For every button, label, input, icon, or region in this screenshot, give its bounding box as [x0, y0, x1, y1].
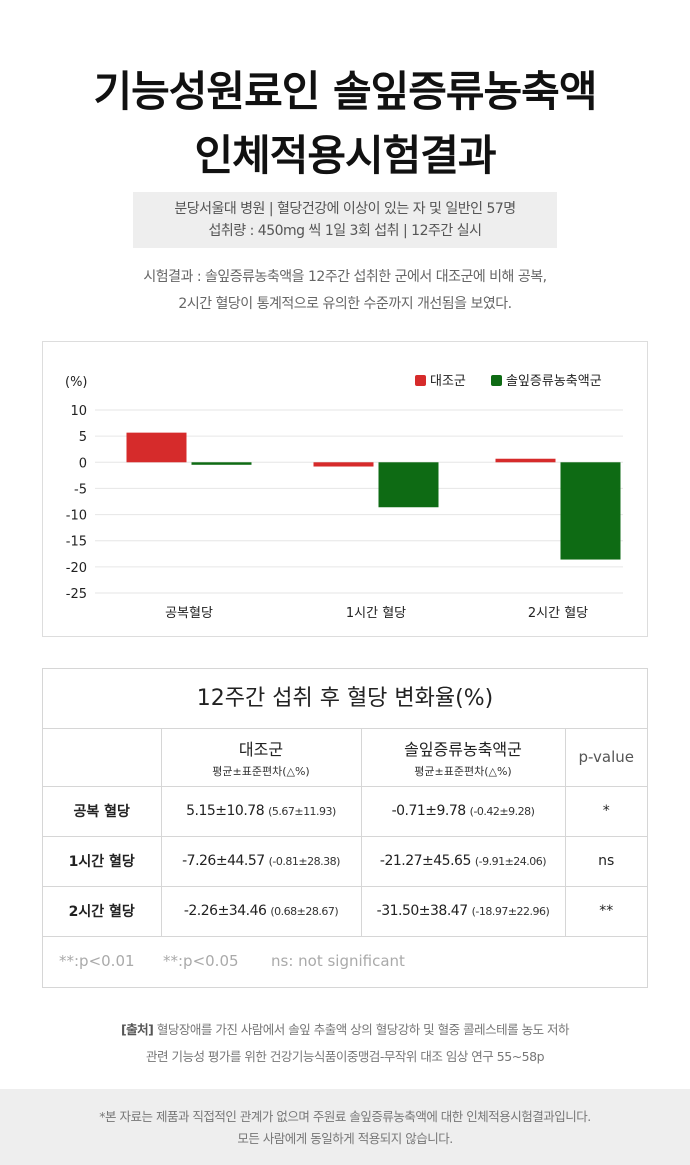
study-info-box: 분당서울대 병원 | 혈당건강에 이상이 있는 자 및 일반인 57명 섭취량 … — [133, 192, 557, 248]
bar-chart: (%) 10 5 0 -5 -10 -15 -20 -25 공복혈당 1시간 혈당 2시간 혈당 대조군… — [65, 374, 623, 621]
header-treatment-label: 솔잎증류농축액군 — [404, 739, 522, 759]
x-tick-label: 1시간 혈당 — [346, 606, 406, 621]
header-pvalue: p-value — [565, 729, 647, 787]
y-tick-label: 0 — [79, 456, 87, 471]
y-tick-label: -5 — [74, 482, 87, 497]
y-axis-label: (%) — [65, 375, 88, 390]
control-delta: (0.68±28.67) — [270, 905, 339, 918]
significance-legend: **:p<0.01 **:p<0.05 ns: not significant — [43, 936, 647, 986]
bar-control — [495, 458, 556, 463]
bar-treatment — [191, 462, 252, 465]
bar-treatment — [378, 462, 439, 508]
table-row: 공복 혈당 5.15±10.78 (5.67±11.93) -0.71±9.78… — [43, 786, 647, 837]
y-tick-label: 10 — [70, 404, 87, 419]
source-text1: 혈당장애를 가진 사람에서 솔잎 추출액 상의 혈당강하 및 혈중 콜레스테롤 … — [153, 1022, 570, 1037]
table-header-row: 대조군 평균±표준편차(△%) 솔잎증류농축액군 평균±표준편차(△%) p-v… — [43, 729, 647, 787]
disclaimer-line2: 모든 사람에게 동일하게 적용되지 않습니다. — [237, 1131, 453, 1146]
control-mean: 5.15±10.78 — [186, 803, 265, 819]
bar-control — [126, 432, 187, 463]
x-tick-label: 공복혈당 — [165, 606, 213, 621]
header-empty-cell — [43, 729, 162, 787]
results-table-panel: 12주간 섭취 후 혈당 변화율(%) 대조군 평균±표준편차(△%) 솔잎증류… — [42, 668, 648, 988]
table-row: 1시간 혈당 -7.26±44.57 (-0.81±28.38) -21.27±… — [43, 836, 647, 887]
significance-legend-item: **:p<0.01 — [59, 952, 135, 970]
treatment-value: -0.71±9.78 (-0.42±9.28) — [361, 786, 566, 837]
control-value: -7.26±44.57 (-0.81±28.38) — [161, 836, 362, 887]
row-label: 공복 혈당 — [43, 786, 162, 837]
y-tick-label: -15 — [66, 535, 87, 550]
pvalue-cell: ns — [565, 836, 647, 887]
row-label: 2시간 혈당 — [43, 886, 162, 937]
header-control-label: 대조군 — [238, 739, 284, 759]
treatment-value: -21.27±45.65 (-9.91±24.06) — [361, 836, 566, 887]
treatment-delta: (-9.91±24.06) — [474, 855, 547, 868]
pvalue-cell: * — [565, 786, 647, 837]
source-line1: [출처] 혈당장애를 가진 사람에서 솔잎 추출액 상의 혈당강하 및 혈중 콜… — [0, 1016, 690, 1043]
legend-label: 솔잎증류농축액군 — [506, 374, 602, 389]
treatment-value: -31.50±38.47 (-18.97±22.96) — [361, 886, 566, 937]
disclaimer-line1: *본 자료는 제품과 직접적인 관계가 없으며 주원료 솔잎증류농축액에 대한 … — [99, 1109, 591, 1124]
results-table: 대조군 평균±표준편차(△%) 솔잎증류농축액군 평균±표준편차(△%) p-v… — [43, 729, 647, 937]
table-title: 12주간 섭취 후 혈당 변화율(%) — [43, 669, 647, 729]
bar-control — [313, 462, 374, 467]
page-title-line2: 인체적용시험결과 — [194, 131, 496, 180]
table-row: 2시간 혈당 -2.26±34.46 (0.68±28.67) -31.50±3… — [43, 886, 647, 937]
treatment-delta: (-0.42±9.28) — [469, 805, 535, 818]
control-mean: -2.26±34.46 — [183, 903, 267, 919]
study-info-line1: 분당서울대 병원 | 혈당건강에 이상이 있는 자 및 일반인 57명 — [174, 201, 516, 217]
control-delta: (-0.81±28.38) — [268, 855, 341, 868]
y-tick-label: -10 — [66, 509, 87, 524]
header-control: 대조군 평균±표준편차(△%) — [161, 729, 362, 787]
legend-swatch — [491, 375, 502, 386]
row-label: 1시간 혈당 — [43, 836, 162, 887]
treatment-delta: (-18.97±22.96) — [471, 905, 550, 918]
pvalue-cell: ** — [565, 886, 647, 937]
study-info-line2: 섭취량 : 450mg 씩 1일 3회 섭취 | 12주간 실시 — [208, 223, 482, 239]
y-tick-label: -25 — [66, 587, 87, 602]
source-line2: 관련 기능성 평가를 위한 건강기능식품이중맹검-무작위 대조 임상 연구 55… — [145, 1049, 545, 1064]
legend-label: 대조군 — [430, 374, 466, 389]
header-treatment-sub: 평균±표준편차(△%) — [414, 764, 512, 778]
source-label: [출처] — [120, 1022, 154, 1037]
y-tick-label: 5 — [79, 430, 87, 445]
y-tick-label: -20 — [66, 561, 87, 576]
treatment-mean: -21.27±45.65 — [379, 853, 471, 869]
treatment-mean: -0.71±9.78 — [391, 803, 467, 819]
source-citation: [출처] 혈당장애를 가진 사람에서 솔잎 추출액 상의 혈당강하 및 혈중 콜… — [0, 1016, 690, 1070]
control-value: 5.15±10.78 (5.67±11.93) — [161, 786, 362, 837]
significance-legend-item: ns: not significant — [271, 952, 405, 970]
header-control-sub: 평균±표준편차(△%) — [212, 764, 310, 778]
bar-treatment — [560, 462, 621, 560]
treatment-mean: -31.50±38.47 — [376, 903, 468, 919]
control-value: -2.26±34.46 (0.68±28.67) — [161, 886, 362, 937]
control-mean: -7.26±44.57 — [182, 853, 265, 869]
result-line2: 2시간 혈당이 통계적으로 유의한 수준까지 개선됨을 보였다. — [178, 296, 512, 312]
x-tick-label: 2시간 혈당 — [528, 606, 588, 621]
result-line1: 시험결과 : 솔잎증류농축액을 12주간 섭취한 군에서 대조군에 비해 공복, — [143, 269, 547, 285]
control-delta: (5.67±11.93) — [268, 805, 336, 818]
bar-chart-panel: (%) 10 5 0 -5 -10 -15 -20 -25 공복혈당 1시간 혈당 2시간 혈당 대조군… — [42, 341, 648, 637]
legend-swatch — [415, 375, 426, 386]
result-summary: 시험결과 : 솔잎증류농축액을 12주간 섭취한 군에서 대조군에 비해 공복,… — [0, 264, 690, 318]
significance-legend-item: **:p<0.05 — [163, 952, 239, 970]
page-title-line1: 기능성원료인 솔잎증류농축액 — [93, 67, 598, 116]
header-pvalue-label: p-value — [578, 748, 634, 767]
disclaimer-footer: *본 자료는 제품과 직접적인 관계가 없으며 주원료 솔잎증류농축액에 대한 … — [0, 1089, 690, 1165]
header-treatment: 솔잎증류농축액군 평균±표준편차(△%) — [361, 729, 566, 787]
